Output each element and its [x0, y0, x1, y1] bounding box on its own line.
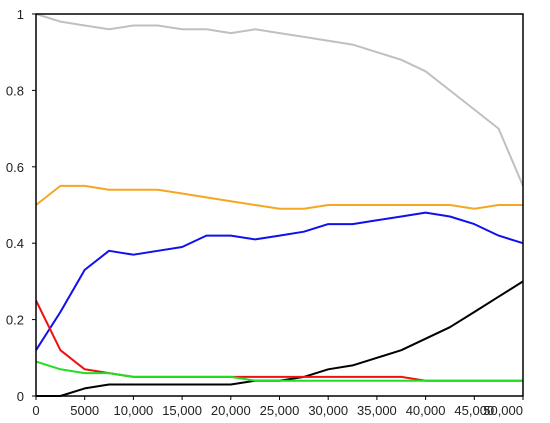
axes-layer: 0 5000 10,000 15,000 20,000 25,000 30,000 35,00…	[6, 7, 524, 418]
y-tick-label: 0.6	[6, 160, 24, 175]
x-tick-label: 5000	[70, 403, 99, 418]
y-tick-label: 1	[17, 7, 24, 22]
x-tick-label: 0	[32, 403, 39, 418]
series-line-1	[35, 184, 523, 210]
y-tick-label: 0	[17, 389, 24, 404]
series-line-2	[35, 211, 524, 351]
x-tick-label: 45,000	[454, 403, 494, 418]
x-tick-label: 30,000	[308, 403, 348, 418]
series-line-3	[36, 280, 524, 397]
series-layer	[35, 13, 524, 397]
y-tick-label: 0.8	[6, 83, 24, 98]
series-line-0	[35, 13, 524, 187]
x-tick-label: 15,000	[162, 403, 202, 418]
series-line-4	[35, 300, 523, 382]
y-tick-label: 0.4	[6, 236, 24, 251]
series-line-5	[35, 360, 523, 382]
y-tick-label: 0.2	[6, 313, 24, 328]
x-tick-label: 35,000	[357, 403, 397, 418]
x-tick-label: 50,000	[483, 403, 523, 418]
x-tick-label: 10,000	[114, 403, 154, 418]
x-tick-label: 25,000	[260, 403, 300, 418]
x-tick-label: 20,000	[211, 403, 251, 418]
x-tick-label: 40,000	[406, 403, 446, 418]
